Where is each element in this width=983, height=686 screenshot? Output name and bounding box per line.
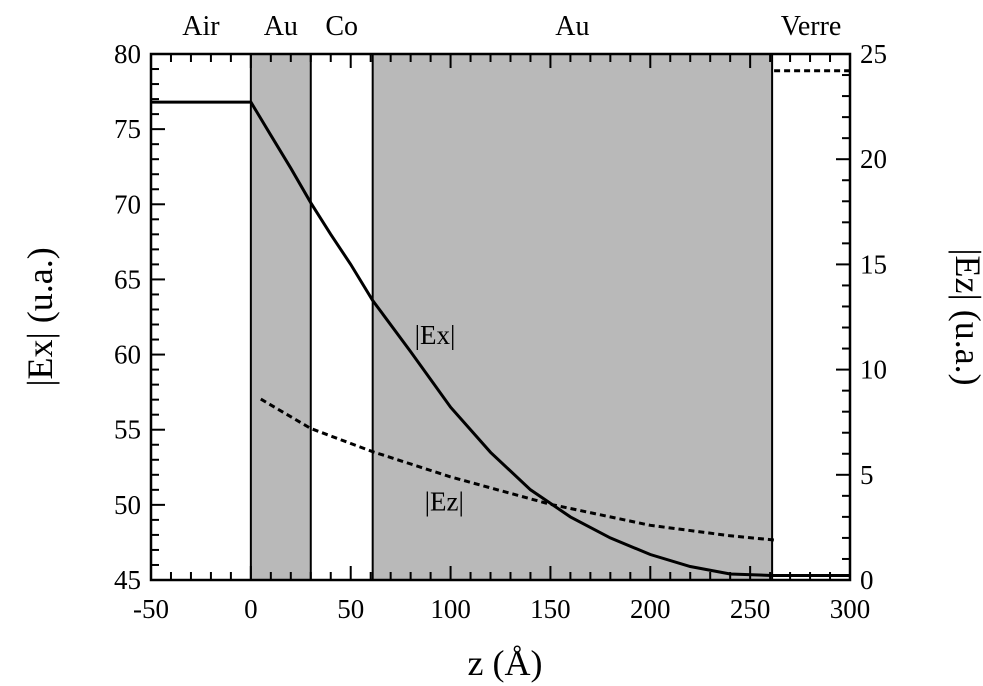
y2-tick-label: 0: [860, 565, 874, 595]
y-tick-label: 80: [114, 39, 141, 69]
x-tick-label: 250: [730, 594, 771, 624]
y2-tick-label: 20: [860, 144, 887, 174]
ticks-group: -50 0 50 100 150 200 250 300 45 50 55 60 65 70 75 80 0 5 1…: [114, 39, 887, 624]
x-tick-label: -50: [133, 594, 169, 624]
ex-curve-label: |Ex|: [415, 320, 456, 350]
x-tick-label: 300: [830, 594, 871, 624]
y-tick-label: 55: [114, 415, 141, 445]
layer-labels: Air Au Co Au Verre: [182, 11, 841, 42]
y2-tick-label: 15: [860, 249, 887, 279]
y-axis-title: |Ex| (u.a.): [20, 247, 60, 386]
y-tick-label: 75: [114, 114, 141, 144]
y-tick-label: 70: [114, 189, 141, 219]
x-tick-label: 150: [530, 594, 571, 624]
layer-label: Verre: [781, 11, 842, 42]
x-tick-label: 200: [630, 594, 671, 624]
y-tick-label: 60: [114, 340, 141, 370]
layer-bands: [249, 54, 774, 580]
shaded-layer-band: [372, 54, 773, 580]
x-tick-label: 50: [337, 594, 364, 624]
y-tick-label: 45: [114, 565, 141, 595]
y2-tick-label: 5: [860, 460, 874, 490]
x-axis-title: z (Å): [468, 643, 543, 683]
curve-labels: |Ex| |Ez|: [415, 320, 464, 517]
y-tick-label: 65: [114, 264, 141, 294]
layer-label: Au: [264, 11, 298, 42]
y2-tick-label: 10: [860, 355, 887, 385]
axes-group: [149, 52, 852, 582]
ez-curve-label: |Ez|: [425, 487, 464, 517]
layer-label: Co: [325, 11, 358, 42]
y2-axis-title: |Ez| (u.a.): [948, 248, 983, 385]
x-tick-label: 100: [430, 594, 471, 624]
titles-group: z (Å) |Ex| (u.a.) |Ez| (u.a.): [20, 247, 983, 683]
y2-tick-label: 25: [860, 39, 887, 69]
ex-series-line: [151, 100, 850, 577]
plot-frame: [149, 52, 852, 582]
series-group: [151, 69, 850, 577]
shaded-layer-band: [250, 54, 311, 580]
y-tick-label: 50: [114, 490, 141, 520]
x-tick-label: 0: [244, 594, 258, 624]
layer-label: Air: [182, 11, 220, 42]
layer-label: Au: [555, 11, 589, 42]
